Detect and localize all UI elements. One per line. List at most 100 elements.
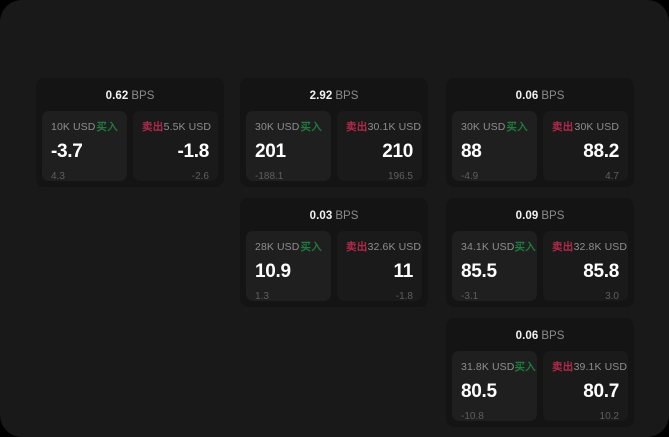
bps-unit: BPS <box>335 90 359 102</box>
sell-panel[interactable]: 卖出 32.6K USD 11 -1.8 <box>337 231 422 302</box>
buy-size-label: 30K USD <box>255 120 300 133</box>
buy-action-label: 买入 <box>506 121 528 133</box>
buy-delta: -3.1 <box>461 291 479 302</box>
sell-action-label: 卖出 <box>346 121 368 133</box>
bps-unit: BPS <box>131 90 155 102</box>
card-sides: 30K USD 买入 201 -188.1 卖出 30.1K USD 210 1… <box>246 111 422 182</box>
sell-panel-header: 卖出 32.8K USD <box>552 240 627 254</box>
sell-action-label: 卖出 <box>552 361 574 373</box>
card-column-2: 2.92 BPS 30K USD 买入 201 -188.1 卖出 <box>240 78 428 318</box>
sell-action-label: 卖出 <box>552 121 574 133</box>
buy-action-label: 买入 <box>96 121 118 133</box>
buy-size-label: 30K USD <box>461 120 506 133</box>
card-sides: 10K USD 买入 -3.7 4.3 卖出 5.5K USD -1.8 -2.… <box>42 111 218 182</box>
sell-price: 80.7 <box>583 381 619 402</box>
bps-value: 0.09 <box>515 210 539 222</box>
card-sides: 28K USD 买入 10.9 1.3 卖出 32.6K USD 11 -1.8 <box>246 231 422 302</box>
buy-delta: -188.1 <box>255 171 284 182</box>
card-header: 0.06 BPS <box>452 85 628 111</box>
sell-price: -1.8 <box>177 141 209 162</box>
card-header: 0.09 BPS <box>452 205 628 231</box>
buy-panel-header: 10K USD 买入 <box>51 120 118 134</box>
card-header: 2.92 BPS <box>246 85 422 111</box>
buy-panel[interactable]: 28K USD 买入 10.9 1.3 <box>246 231 331 302</box>
sell-price: 88.2 <box>583 141 619 162</box>
sell-panel[interactable]: 卖出 32.8K USD 85.8 3.0 <box>543 231 628 302</box>
sell-price: 11 <box>393 261 414 282</box>
sell-panel[interactable]: 卖出 39.1K USD 80.7 10.2 <box>543 351 628 422</box>
sell-size-label: 39.1K USD <box>573 360 628 373</box>
buy-price: 10.9 <box>255 261 291 282</box>
buy-panel-header: 30K USD 买入 <box>461 120 528 134</box>
sell-action-label: 卖出 <box>346 241 368 253</box>
sell-delta: 3.0 <box>605 291 619 302</box>
bps-unit: BPS <box>541 330 565 342</box>
sell-delta: -1.8 <box>395 291 413 302</box>
sell-delta: -2.6 <box>191 171 209 182</box>
buy-panel[interactable]: 30K USD 买入 201 -188.1 <box>246 111 331 182</box>
buy-panel[interactable]: 31.8K USD 买入 80.5 -10.8 <box>452 351 537 422</box>
buy-panel-header: 31.8K USD 买入 <box>461 360 536 374</box>
bps-unit: BPS <box>541 90 565 102</box>
spread-card[interactable]: 0.06 BPS 30K USD 买入 88 -4.9 卖出 <box>446 78 634 187</box>
sell-panel-header: 卖出 30.1K USD <box>346 120 421 134</box>
card-header: 0.03 BPS <box>246 205 422 231</box>
card-column-3: 0.06 BPS 30K USD 买入 88 -4.9 卖出 <box>446 78 634 437</box>
sell-panel[interactable]: 卖出 30K USD 88.2 4.7 <box>543 111 628 182</box>
sell-panel[interactable]: 卖出 30.1K USD 210 196.5 <box>337 111 422 182</box>
card-header: 0.62 BPS <box>42 85 218 111</box>
buy-action-label: 买入 <box>300 241 322 253</box>
card-sides: 30K USD 买入 88 -4.9 卖出 30K USD 88.2 4.7 <box>452 111 628 182</box>
sell-panel-header: 卖出 5.5K USD <box>142 120 212 134</box>
buy-price: 201 <box>255 141 286 162</box>
buy-panel-header: 30K USD 买入 <box>255 120 322 134</box>
buy-price: 85.5 <box>461 261 497 282</box>
buy-size-label: 34.1K USD <box>461 240 515 253</box>
bps-value: 0.03 <box>309 210 333 222</box>
sell-action-label: 卖出 <box>142 121 164 133</box>
buy-action-label: 买入 <box>300 121 322 133</box>
sell-action-label: 卖出 <box>552 241 574 253</box>
spread-card-board: 0.62 BPS 10K USD 买入 -3.7 4.3 卖出 <box>36 78 636 427</box>
buy-panel[interactable]: 34.1K USD 买入 85.5 -3.1 <box>452 231 537 302</box>
card-sides: 34.1K USD 买入 85.5 -3.1 卖出 32.8K USD 85.8… <box>452 231 628 302</box>
sell-panel-header: 卖出 30K USD <box>552 120 619 134</box>
bps-value: 0.06 <box>515 90 539 102</box>
bps-unit: BPS <box>541 210 565 222</box>
buy-price: 88 <box>461 141 482 162</box>
sell-delta: 4.7 <box>605 171 619 182</box>
buy-panel[interactable]: 10K USD 买入 -3.7 4.3 <box>42 111 127 182</box>
bps-value: 0.62 <box>105 90 129 102</box>
buy-price: -3.7 <box>51 141 83 162</box>
spread-card[interactable]: 2.92 BPS 30K USD 买入 201 -188.1 卖出 <box>240 78 428 187</box>
sell-size-label: 30K USD <box>574 120 619 133</box>
sell-delta: 10.2 <box>599 411 619 422</box>
buy-delta: -4.9 <box>461 171 479 182</box>
buy-panel[interactable]: 30K USD 买入 88 -4.9 <box>452 111 537 182</box>
card-column-1: 0.62 BPS 10K USD 买入 -3.7 4.3 卖出 <box>36 78 224 198</box>
buy-action-label: 买入 <box>514 361 537 373</box>
spread-card[interactable]: 0.62 BPS 10K USD 买入 -3.7 4.3 卖出 <box>36 78 224 187</box>
sell-panel-header: 卖出 32.6K USD <box>346 240 421 254</box>
card-header: 0.06 BPS <box>452 325 628 351</box>
sell-size-label: 5.5K USD <box>163 120 212 133</box>
bps-unit: BPS <box>335 210 359 222</box>
bps-value: 0.06 <box>515 330 539 342</box>
spread-card[interactable]: 0.06 BPS 31.8K USD 买入 80.5 -10.8 卖出 <box>446 318 634 427</box>
sell-delta: 196.5 <box>387 171 413 182</box>
buy-panel-header: 34.1K USD 买入 <box>461 240 536 254</box>
buy-action-label: 买入 <box>514 241 537 253</box>
sell-price: 85.8 <box>583 261 619 282</box>
buy-panel-header: 28K USD 买入 <box>255 240 322 254</box>
buy-size-label: 10K USD <box>51 120 96 133</box>
buy-size-label: 31.8K USD <box>461 360 515 373</box>
buy-delta: -10.8 <box>461 411 484 422</box>
spread-card[interactable]: 0.09 BPS 34.1K USD 买入 85.5 -3.1 卖出 <box>446 198 634 307</box>
buy-delta: 1.3 <box>255 291 269 302</box>
sell-panel[interactable]: 卖出 5.5K USD -1.8 -2.6 <box>133 111 218 182</box>
buy-size-label: 28K USD <box>255 240 300 253</box>
buy-price: 80.5 <box>461 381 497 402</box>
spread-card[interactable]: 0.03 BPS 28K USD 买入 10.9 1.3 卖出 <box>240 198 428 307</box>
sell-panel-header: 卖出 39.1K USD <box>552 360 627 374</box>
